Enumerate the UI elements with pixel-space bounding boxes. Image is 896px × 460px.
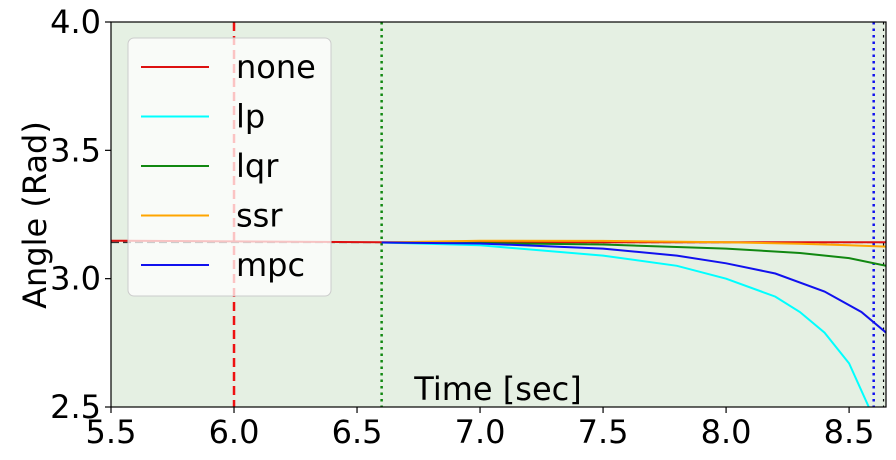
y-tick-label: 3.5 xyxy=(50,131,101,169)
legend-box xyxy=(127,37,332,297)
x-tick-label: 7.5 xyxy=(578,413,629,451)
legend-label-lp: lp xyxy=(236,98,265,136)
y-tick-label: 2.5 xyxy=(50,388,101,426)
series-line-ssr xyxy=(381,239,886,248)
x-tick-label: 5.5 xyxy=(86,413,137,451)
x-tick-label: 6.5 xyxy=(332,413,383,451)
legend-label-none: none xyxy=(236,48,316,86)
y-axis-label: Angle (Rad) xyxy=(16,121,54,309)
x-tick-label: 6.0 xyxy=(209,413,260,451)
x-axis-label: Time [sec] xyxy=(413,370,581,408)
x-tick-label: 8.0 xyxy=(701,413,752,451)
legend-label-ssr: ssr xyxy=(236,197,283,235)
x-tick-label: 7.0 xyxy=(455,413,506,451)
y-tick-label: 3.0 xyxy=(50,260,101,298)
series-line-lp xyxy=(381,241,870,407)
y-tick-label: 4.0 xyxy=(50,3,101,41)
plot-frame xyxy=(110,21,887,408)
legend-label-lqr: lqr xyxy=(236,147,279,185)
axes: 5.5 6.0 6.5 7.0 7.5 8.0 8.5 2.5 3.0 3.5 4.0 xyxy=(50,3,887,451)
series-line-mpc xyxy=(381,241,886,334)
legend: none lp lqr ssr mpc xyxy=(127,37,332,297)
x-tick-label: 8.5 xyxy=(824,413,875,451)
legend-label-mpc: mpc xyxy=(236,246,305,284)
